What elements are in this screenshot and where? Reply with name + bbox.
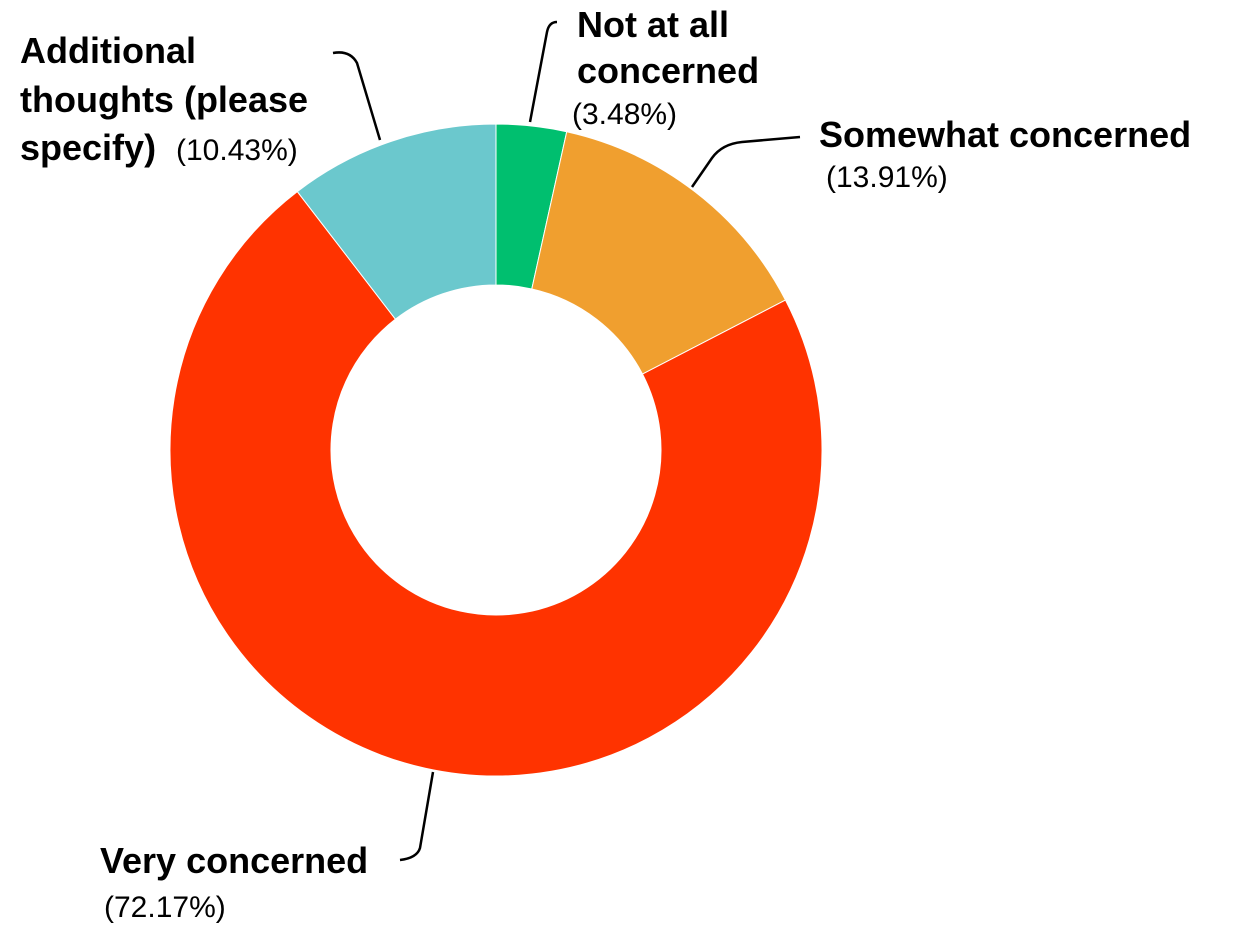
label-additional-line-3: specify) <box>20 127 156 168</box>
donut-slices <box>169 123 823 777</box>
label-not-at-all-concerned: Not at all concerned <box>577 4 759 91</box>
slice-somewhat-concerned <box>531 131 787 375</box>
label-additional-line-2: thoughts (please <box>20 79 308 120</box>
label-not-at-all-line-1: Not at all <box>577 4 729 45</box>
pct-additional-thoughts: (10.43%) <box>176 134 298 167</box>
label-additional-line-1: Additional <box>20 30 196 71</box>
slice-very-concerned <box>169 190 823 777</box>
label-not-at-all-line-2: concerned <box>577 50 759 91</box>
leader-line-not-at-all <box>528 20 558 123</box>
label-somewhat-concerned: Somewhat concerned <box>819 114 1191 155</box>
leader-line-very <box>399 771 435 862</box>
label-very-concerned: Very concerned <box>100 840 368 881</box>
pct-somewhat-concerned: (13.91%) <box>826 161 948 194</box>
slice-additional-thoughts-please-specify <box>296 123 497 320</box>
leader-line-somewhat <box>690 135 801 188</box>
pct-not-at-all-concerned: (3.48%) <box>572 98 677 131</box>
label-additional-thoughts: Additional thoughts (please specify) <box>20 30 318 168</box>
pct-very-concerned: (72.17%) <box>104 891 226 924</box>
leader-line-additional <box>332 51 382 141</box>
